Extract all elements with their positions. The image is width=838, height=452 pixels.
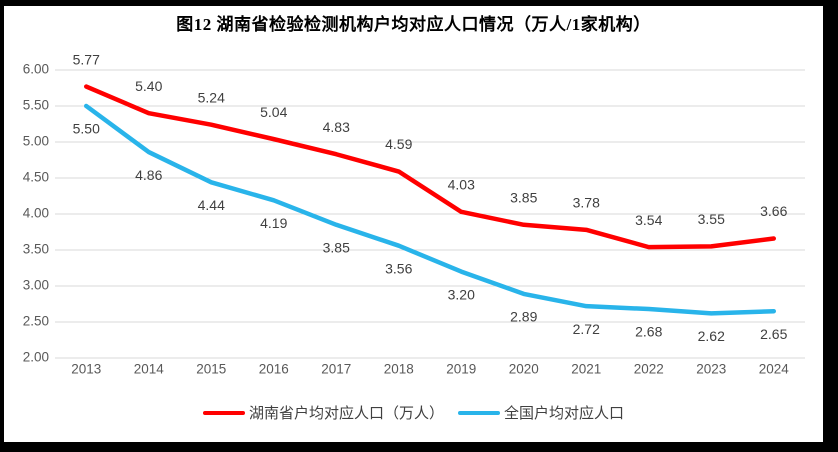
data-label: 2.65	[760, 326, 787, 342]
blue-line-swatch-icon	[458, 410, 500, 415]
y-axis-tick-label: 3.00	[23, 278, 49, 293]
data-label: 3.78	[573, 195, 600, 211]
data-label: 5.24	[198, 89, 225, 105]
data-label: 4.03	[448, 177, 475, 193]
y-axis-tick-label: 6.00	[23, 62, 49, 77]
x-axis-tick-label: 2017	[321, 362, 351, 377]
legend-label-national: 全国户均对应人口	[504, 405, 625, 422]
x-axis-tick-label: 2019	[446, 362, 476, 377]
y-axis-tick-label: 2.00	[23, 350, 49, 365]
data-label: 2.89	[510, 309, 537, 325]
chart-legend: 湖南省户均对应人口（万人） 全国户均对应人口	[4, 402, 823, 423]
red-line-swatch-icon	[202, 410, 245, 415]
series-line-1	[84, 103, 776, 316]
data-label: 4.44	[198, 197, 225, 213]
data-label: 2.72	[573, 321, 600, 337]
legend-label-hunan: 湖南省户均对应人口（万人）	[248, 405, 444, 422]
data-label: 5.04	[260, 104, 287, 120]
y-axis-tick-label: 4.00	[23, 206, 49, 221]
x-axis-tick-label: 2021	[571, 362, 601, 377]
x-axis-tick-label: 2016	[259, 362, 289, 377]
x-axis-tick-label: 2015	[196, 362, 226, 377]
data-label: 2.68	[635, 324, 662, 340]
legend-item-national: 全国户均对应人口	[458, 402, 624, 423]
x-axis-tick-label: 2018	[384, 362, 414, 377]
data-label: 5.50	[73, 121, 100, 137]
x-axis-tick-label: 2023	[696, 362, 726, 377]
y-axis-tick-label: 3.50	[23, 242, 49, 257]
y-axis-tick-label: 5.00	[23, 134, 49, 149]
x-axis-tick-label: 2014	[134, 362, 165, 377]
data-label: 4.59	[385, 136, 412, 152]
y-axis-tick-label: 4.50	[23, 170, 49, 185]
chart-title: 图12 湖南省检验检测机构户均对应人口情况（万人/1家机构）	[176, 15, 651, 34]
x-axis-tick-label: 2020	[509, 362, 539, 377]
data-label: 3.20	[448, 286, 475, 302]
y-axis-tick-label: 2.50	[23, 314, 49, 329]
legend-item-hunan: 湖南省户均对应人口（万人）	[202, 402, 444, 423]
x-axis-tick-label: 2013	[71, 362, 101, 377]
y-axis-tick-label: 5.50	[23, 98, 49, 113]
data-label: 3.66	[760, 203, 787, 219]
series-line-0	[84, 84, 776, 250]
data-label: 5.40	[135, 78, 162, 94]
data-label: 4.19	[260, 215, 287, 231]
data-label: 4.83	[323, 119, 350, 135]
x-axis-tick-label: 2024	[759, 362, 790, 377]
data-label: 3.55	[698, 211, 725, 227]
line-chart-plot-area: 2.00 2.50 3.00 3.50 4.00 4.50 5.00 5.50 6.00 2013…	[23, 51, 805, 377]
x-axis-tick-label: 2022	[634, 362, 664, 377]
data-label: 3.54	[635, 212, 662, 228]
data-label: 3.85	[323, 240, 350, 256]
data-label: 2.62	[698, 328, 725, 344]
data-label: 5.77	[73, 51, 100, 67]
data-label: 3.85	[510, 190, 537, 206]
data-label: 4.86	[135, 167, 162, 183]
data-label: 3.56	[385, 260, 412, 276]
